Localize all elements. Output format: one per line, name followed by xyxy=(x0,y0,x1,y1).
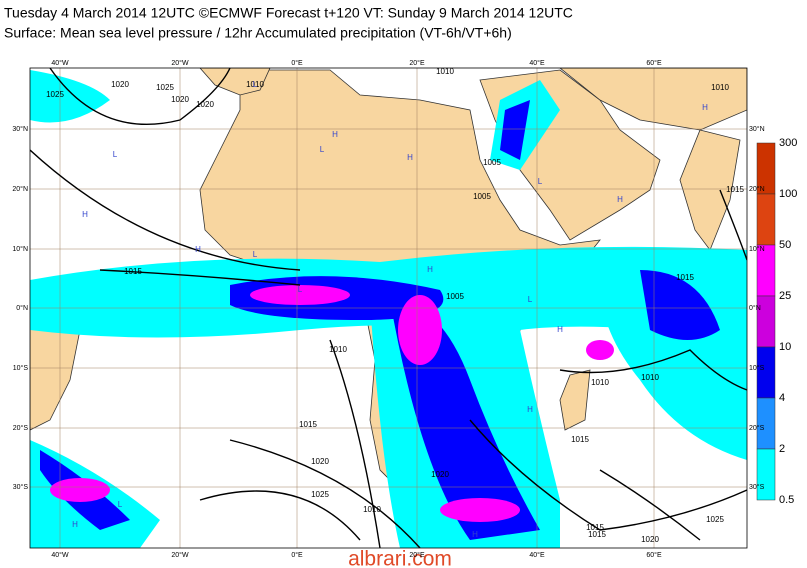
colorbar-label: 2 xyxy=(779,443,785,455)
pressure-center: H xyxy=(195,245,201,254)
lon-label: 0°E xyxy=(291,551,303,559)
pressure-center: L xyxy=(253,250,258,259)
pressure-center: H xyxy=(557,325,563,334)
pressure-center: H xyxy=(527,405,533,414)
isobar-label: 1020 xyxy=(111,80,129,89)
lon-label: 40°W xyxy=(51,59,69,67)
lon-label: 40°E xyxy=(529,551,545,559)
lon-label: 0°E xyxy=(291,59,303,67)
pressure-center: H xyxy=(407,153,413,162)
lon-label: 20°E xyxy=(409,551,425,559)
isobar-label: 1010 xyxy=(641,373,659,382)
colorbar-label: 10 xyxy=(779,341,791,353)
lat-label: 20°S xyxy=(13,424,29,432)
isobar-label: 1025 xyxy=(156,83,174,92)
lat-label: 30°N xyxy=(12,125,28,133)
pressure-center: L xyxy=(113,150,118,159)
map-frame xyxy=(29,67,748,549)
pressure-center: L xyxy=(298,285,303,294)
isobar-label: 1005 xyxy=(446,292,464,301)
pressure-center: H xyxy=(472,530,478,539)
title-line-1: Tuesday 4 March 2014 12UTC ©ECMWF Foreca… xyxy=(4,5,573,21)
lat-label: 30°S xyxy=(749,483,765,491)
title-line-2: Surface: Mean sea level pressure / 12hr … xyxy=(4,25,512,41)
isobar-label: 1015 xyxy=(571,435,589,444)
lat-label: 10°S xyxy=(749,364,765,372)
lat-label: 30°N xyxy=(749,125,765,133)
colorbar-label: 25 xyxy=(779,290,791,302)
pressure-center: H xyxy=(82,210,88,219)
isobar-label: 1010 xyxy=(591,378,609,387)
colorbar-bin xyxy=(756,295,776,348)
isobar-label: 1020 xyxy=(196,100,214,109)
isobar-label: 1010 xyxy=(436,67,454,76)
isobars xyxy=(30,68,747,548)
colorbar-label: 300 xyxy=(779,137,797,149)
precipitation xyxy=(30,70,747,548)
isobar-label: 1015 xyxy=(586,523,604,532)
isobar-label: 1005 xyxy=(473,192,491,201)
pressure-center: L xyxy=(253,80,258,89)
pressure-center: L xyxy=(538,177,543,186)
map-area: 1025 1020 1025 1020 1015 1010 1020 1010 1015 1005… xyxy=(30,67,747,548)
isobar-label: 1015 xyxy=(299,420,317,429)
lat-label: 0°N xyxy=(16,304,28,312)
lat-label: 20°S xyxy=(749,424,765,432)
isobar-label: 1020 xyxy=(431,470,449,479)
lat-label: 10°N xyxy=(12,245,28,253)
colorbar-bin xyxy=(756,397,776,450)
isobar-label: 1025 xyxy=(706,515,724,524)
lon-label: 60°E xyxy=(646,59,662,67)
graticule xyxy=(30,68,747,548)
colorbar-label: 100 xyxy=(779,188,797,200)
lon-label: 40°E xyxy=(529,59,545,67)
isobar-label: 1010 xyxy=(363,505,381,514)
isobar-label: 1015 xyxy=(726,185,744,194)
isobar-label: 1015 xyxy=(588,530,606,539)
isobar-label: 1015 xyxy=(124,267,142,276)
colorbar-bin xyxy=(756,448,776,501)
pressure-center: H xyxy=(427,265,433,274)
watermark: albrari.com xyxy=(348,548,452,568)
isobar-label: 1010 xyxy=(711,83,729,92)
isobar-label: 1020 xyxy=(641,535,659,544)
colorbar-label: 50 xyxy=(779,239,791,251)
lat-label: 20°N xyxy=(12,185,28,193)
pressure-center: H xyxy=(72,520,78,529)
isobar-label: 1020 xyxy=(311,457,329,466)
pressure-center: H xyxy=(617,195,623,204)
lon-label: 20°W xyxy=(171,59,189,67)
isobar-label: 1025 xyxy=(311,490,329,499)
lat-label: 30°S xyxy=(13,483,29,491)
lat-label: 0°N xyxy=(749,304,761,312)
lat-label: 10°S xyxy=(13,364,29,372)
isobar-label: 1020 xyxy=(171,95,189,104)
colorbar-bin xyxy=(756,193,776,246)
colorbar: 300 100 50 25 10 4 2 0.5 xyxy=(756,137,797,506)
colorbar-label: 4 xyxy=(779,392,785,404)
isobar-label: 1015 xyxy=(676,273,694,282)
pressure-center: H xyxy=(702,103,708,112)
isobar-label: 1010 xyxy=(246,80,264,89)
pressure-center: H xyxy=(332,130,338,139)
pressure-center: L xyxy=(118,500,123,509)
lon-label: 60°E xyxy=(646,551,662,559)
lon-label: 20°E xyxy=(409,59,425,67)
lon-label: 40°W xyxy=(51,551,69,559)
isobar-label: 1005 xyxy=(483,158,501,167)
colorbar-bin xyxy=(756,346,776,399)
lat-label: 20°N xyxy=(749,185,765,193)
pressure-center: L xyxy=(528,295,533,304)
lat-label: 10°N xyxy=(749,245,765,253)
colorbar-label: 0.5 xyxy=(779,494,794,506)
pressure-center: L xyxy=(320,145,325,154)
isobar-label: 1010 xyxy=(329,345,347,354)
isobar-label: 1025 xyxy=(46,90,64,99)
lon-label: 20°W xyxy=(171,551,189,559)
